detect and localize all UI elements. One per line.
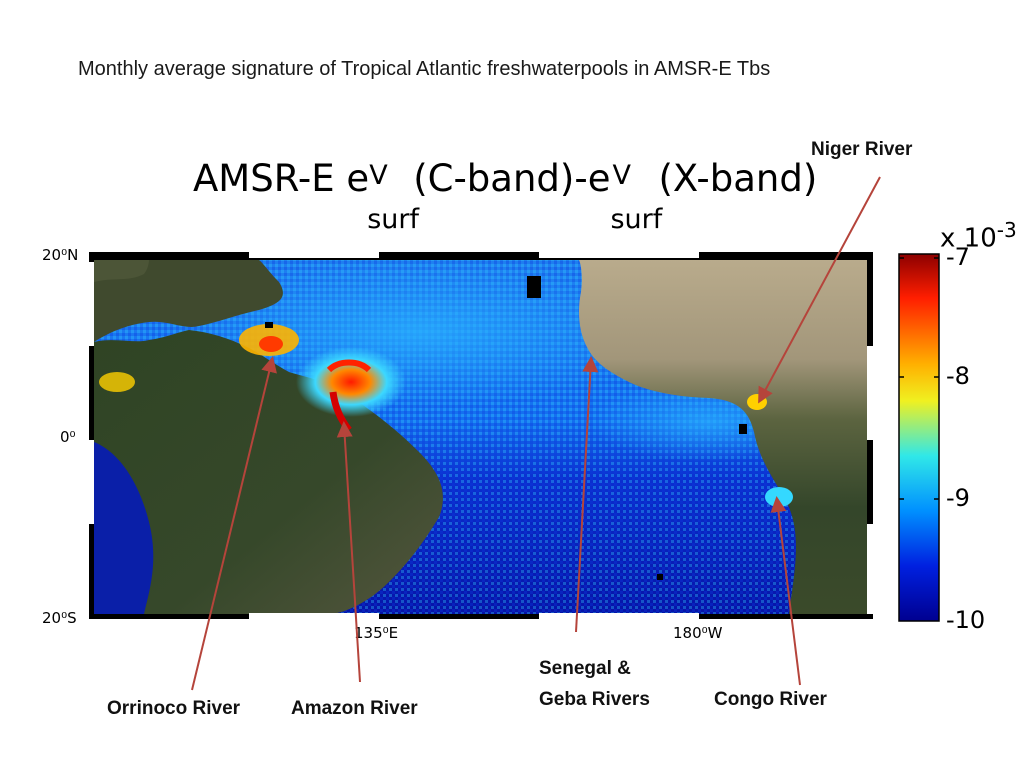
- arrow-senegal-geba: [575, 356, 599, 633]
- colorbar-tick-7: -7: [946, 243, 970, 271]
- y-tick-0: 0⁰: [60, 428, 76, 446]
- colorbar-multiplier-base: x 10: [940, 223, 997, 254]
- colorbar-multiplier: x 10-3: [940, 218, 1017, 254]
- arrow-niger: [758, 176, 881, 404]
- y-tick-20s: 20⁰S: [42, 609, 77, 627]
- plot-title-sub2: surf: [610, 204, 663, 235]
- map-plot: [89, 252, 873, 619]
- colorbar-tick-8: -8: [946, 362, 970, 390]
- arrow-congo: [770, 496, 801, 686]
- label-senegal-geba-line1: Senegal &: [539, 658, 631, 679]
- x-tick-180w: 180⁰W: [673, 624, 723, 642]
- plot-title-sup2: V: [612, 160, 631, 191]
- label-amazon-river: Amazon River: [291, 698, 418, 719]
- colorbar-multiplier-exp: -3: [996, 218, 1017, 242]
- label-congo-river: Congo River: [714, 689, 827, 710]
- plot-title-middle: (C-band)-e: [413, 157, 611, 200]
- colorbar-tick-10: -10: [946, 606, 986, 634]
- label-niger-river: Niger River: [811, 139, 913, 160]
- y-tick-20n: 20⁰N: [42, 246, 79, 264]
- arrow-amazon: [336, 421, 361, 683]
- slide-title: Monthly average signature of Tropical At…: [78, 58, 771, 80]
- x-tick-135e: 135⁰E: [354, 624, 399, 642]
- plot-title-prefix: AMSR-E e: [193, 157, 370, 200]
- colorbar: [898, 253, 940, 622]
- colorbar-tick-9: -9: [946, 484, 970, 512]
- plot-title-sup1: V: [369, 160, 388, 191]
- label-orrinoco-river: Orrinoco River: [107, 698, 241, 719]
- plot-title-suffix: (X-band): [658, 157, 818, 200]
- arrow-orrinoco: [191, 356, 277, 691]
- plot-title-sub1: surf: [367, 204, 419, 235]
- label-senegal-geba-line2: Geba Rivers: [539, 689, 650, 710]
